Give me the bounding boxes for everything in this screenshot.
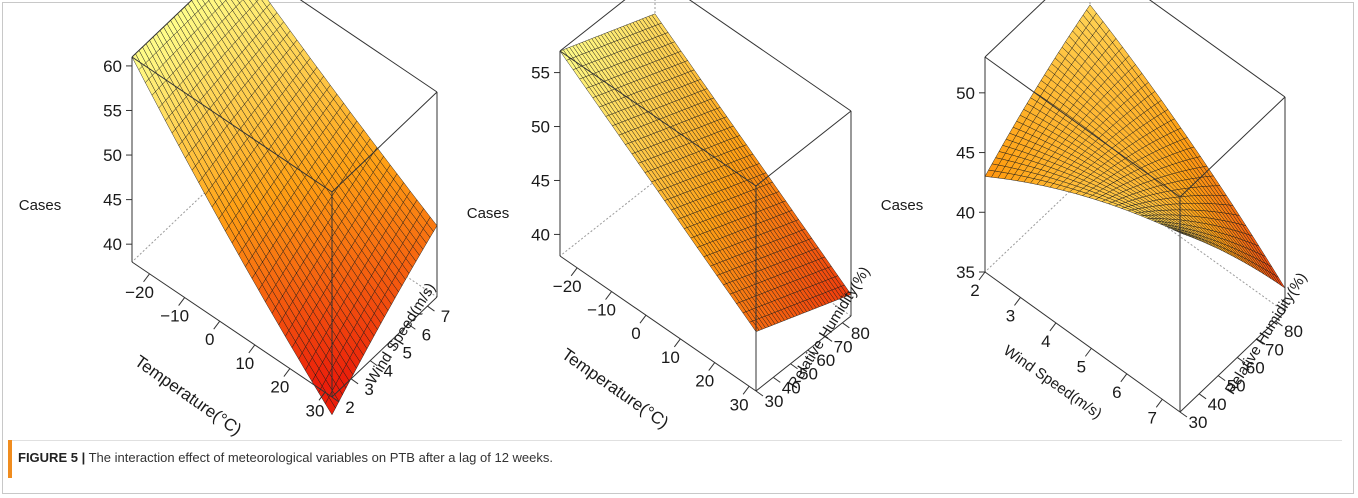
figure-caption: FIGURE 5 | The interaction effect of met… bbox=[18, 450, 553, 465]
y-tick-label: 40 bbox=[782, 378, 801, 397]
x-tick-label: 30 bbox=[306, 401, 325, 420]
x-tick-label: −10 bbox=[160, 307, 189, 326]
x-tick-label: 2 bbox=[970, 281, 979, 300]
x-tick-label: −20 bbox=[125, 283, 154, 302]
z-tick-label: 50 bbox=[956, 84, 975, 103]
y-tick-label: 80 bbox=[851, 324, 870, 343]
x-tick-label: 10 bbox=[661, 348, 680, 367]
x-tick-label: 0 bbox=[631, 324, 640, 343]
z-tick-label: 50 bbox=[531, 118, 550, 137]
x-tick-label: 30 bbox=[730, 395, 749, 414]
z-tick-label: 45 bbox=[103, 191, 122, 210]
x-tick-label: 3 bbox=[1006, 306, 1015, 325]
y-tick-label: 7 bbox=[441, 307, 450, 326]
z-tick-label: 55 bbox=[103, 101, 122, 120]
x-axis-label: Temperature(°C) bbox=[558, 345, 672, 433]
x-tick-label: 10 bbox=[235, 354, 254, 373]
y-tick-label: 3 bbox=[364, 380, 373, 399]
y-tick-label: 50 bbox=[1227, 377, 1246, 396]
y-tick-label: 2 bbox=[345, 398, 354, 417]
z-tick-label: 40 bbox=[531, 225, 550, 244]
surface-facet bbox=[1173, 229, 1184, 235]
x-tick-label: 6 bbox=[1112, 383, 1121, 402]
y-tick-label: 70 bbox=[834, 337, 853, 356]
z-tick-label: 60 bbox=[103, 57, 122, 76]
x-tick-label: −20 bbox=[553, 277, 582, 296]
surface-facet bbox=[749, 320, 760, 332]
caption-text: The interaction effect of meteorological… bbox=[88, 450, 553, 465]
x-axis-label: Temperature(°C) bbox=[131, 352, 245, 440]
z-axis-label: Cases bbox=[881, 197, 924, 214]
z-tick-label: 45 bbox=[531, 171, 550, 190]
y-tick-label: 60 bbox=[816, 351, 835, 370]
x-tick-label: 5 bbox=[1077, 357, 1086, 376]
y-tick-label: 50 bbox=[799, 365, 818, 384]
z-tick-label: 35 bbox=[956, 263, 975, 282]
x-tick-label: 0 bbox=[205, 330, 214, 349]
z-tick-label: 55 bbox=[531, 64, 550, 83]
z-tick-label: 40 bbox=[956, 203, 975, 222]
surface-plot bbox=[984, 4, 1286, 289]
y-tick-label: 80 bbox=[1284, 322, 1303, 341]
surface-plot bbox=[559, 13, 852, 332]
x-tick-label: −10 bbox=[587, 301, 616, 320]
surface-facet bbox=[237, 0, 243, 4]
y-tick-label: 6 bbox=[422, 325, 431, 344]
x-axis-label: Wind Speed(m/s) bbox=[1000, 342, 1105, 422]
surface-plot bbox=[131, 0, 438, 416]
x-tick-label: 7 bbox=[1148, 408, 1157, 427]
caption-accent-bar bbox=[8, 440, 12, 478]
caption-divider bbox=[12, 440, 1342, 441]
y-tick-label: 70 bbox=[1265, 340, 1284, 359]
z-tick-label: 45 bbox=[956, 144, 975, 163]
y-tick-label: 30 bbox=[1189, 413, 1208, 432]
y-tick-label: 60 bbox=[1246, 358, 1265, 377]
figure-label: FIGURE 5 | bbox=[18, 450, 86, 465]
z-axis-label: Cases bbox=[467, 205, 510, 222]
z-tick-label: 50 bbox=[103, 146, 122, 165]
y-tick-label: 5 bbox=[403, 343, 412, 362]
y-tick-label: 4 bbox=[383, 362, 392, 381]
y-tick-label: 40 bbox=[1208, 395, 1227, 414]
surface-facet bbox=[325, 396, 336, 416]
z-tick-label: 40 bbox=[103, 235, 122, 254]
x-tick-label: 4 bbox=[1041, 332, 1050, 351]
y-tick-label: 30 bbox=[765, 392, 784, 411]
x-tick-label: 20 bbox=[695, 372, 714, 391]
z-axis-label: Cases bbox=[19, 197, 62, 214]
x-tick-label: 20 bbox=[270, 378, 289, 397]
